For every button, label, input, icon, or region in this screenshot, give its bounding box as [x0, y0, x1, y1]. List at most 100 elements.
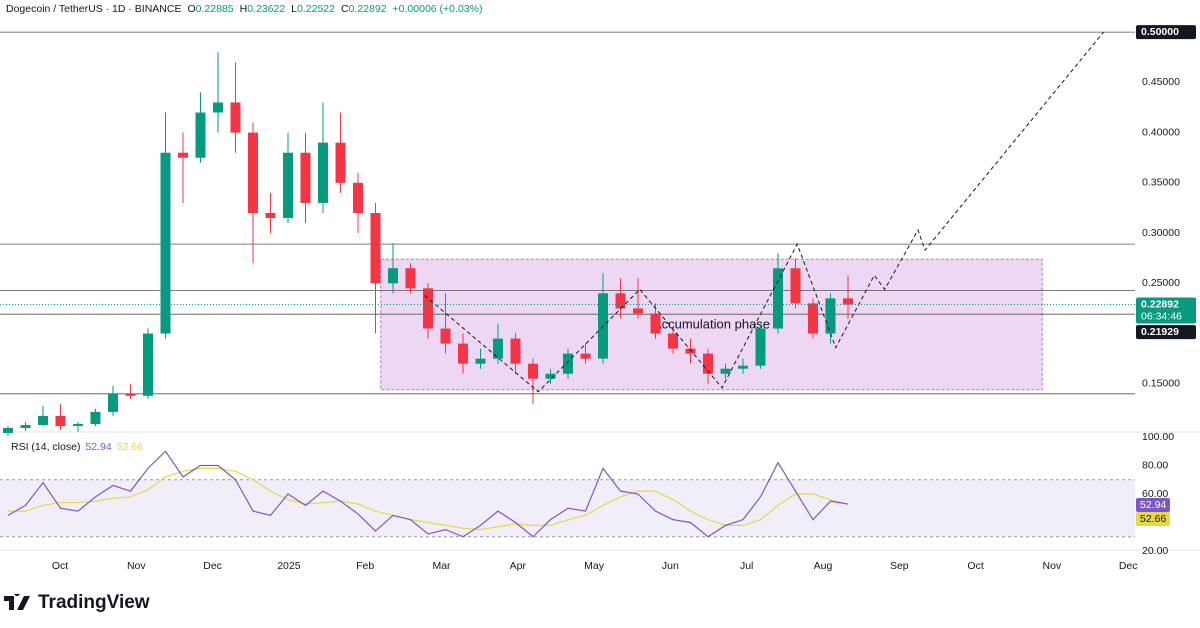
candle-body: [790, 268, 801, 304]
ohlc-label: H: [239, 3, 248, 15]
rsi-tick-label: 20.00: [1142, 545, 1168, 557]
y-tick-label: 0.15000: [1142, 378, 1180, 390]
candle-body: [3, 427, 13, 434]
candle-body: [335, 142, 346, 183]
last-price-bg: [1136, 297, 1196, 324]
candle-body: [405, 268, 416, 289]
level-label-bg: [1136, 25, 1196, 40]
x-tick-label: Dec: [1119, 560, 1138, 572]
candle-body: [440, 328, 451, 344]
candle-body: [475, 358, 486, 364]
candle-body: [143, 333, 153, 396]
candle-body: [615, 293, 626, 309]
ohlc-label: L: [291, 3, 298, 15]
ohlc-label: O: [187, 3, 196, 15]
level-label: 0.50000: [1141, 26, 1179, 38]
rsi-value-bg: [1136, 512, 1170, 526]
candle-body: [668, 333, 678, 349]
candle-body: [125, 393, 136, 396]
brand-logo: [4, 594, 30, 610]
candle-body: [825, 298, 836, 334]
ohlc-item: C0.22892: [341, 3, 387, 15]
candle-body: [248, 132, 258, 213]
candle-body: [510, 338, 521, 364]
rsi-line: [8, 467, 849, 531]
x-tick-label: Mar: [432, 560, 451, 572]
level-label: 0.21929: [1141, 326, 1179, 338]
candle-body: [685, 348, 696, 354]
rsi-tick-label: 60.00: [1142, 488, 1168, 500]
rsi-tick-label: 100.00: [1142, 431, 1174, 443]
symbol-header: Dogecoin / TetherUS · 1D · BINANCE O0.22…: [6, 3, 482, 15]
box-label: Accumulation phase: [653, 316, 770, 331]
candle-body: [650, 313, 661, 334]
x-tick-label: Aug: [814, 560, 833, 572]
ohlc-item: O0.22885: [187, 3, 233, 15]
ohlc-value: 0.22892: [348, 3, 387, 15]
level-label-bg: [1136, 325, 1196, 340]
x-tick-label: Oct: [967, 560, 983, 572]
candle-body: [38, 415, 48, 425]
candle-body: [213, 102, 223, 113]
ohlc-item: L0.22522: [291, 3, 335, 15]
rsi-legend-value: 52.66: [117, 441, 143, 453]
candle-body: [370, 212, 381, 284]
candle-body: [20, 424, 31, 428]
candle-body: [458, 343, 468, 364]
candle-body: [545, 373, 556, 379]
y-tick-label: 0.30000: [1142, 227, 1180, 239]
candle-body: [265, 212, 276, 219]
candle-body: [318, 142, 328, 203]
x-tick-label: Sep: [890, 560, 909, 572]
candle-body: [423, 288, 433, 329]
candle-body: [528, 363, 538, 379]
candle-body: [388, 268, 398, 284]
x-tick-label: Nov: [127, 560, 146, 572]
rsi-value-bg: [1136, 498, 1170, 512]
candle-body: [230, 102, 241, 133]
candle-body: [160, 152, 171, 334]
symbol: Dogecoin / TetherUS · 1D · BINANCE: [6, 3, 182, 15]
x-tick-label: Jun: [662, 560, 679, 572]
brand-name: TradingView: [38, 592, 150, 613]
candle-body: [178, 152, 188, 158]
x-tick-label: Oct: [52, 560, 68, 572]
candle-body: [90, 411, 101, 424]
candle-body: [633, 308, 643, 314]
y-tick-label: 0.45000: [1142, 76, 1180, 88]
candle-body: [703, 353, 713, 374]
last-price-label: 0.22892: [1141, 298, 1179, 310]
rsi-tick-label: 80.00: [1142, 459, 1168, 471]
candle-body: [300, 152, 311, 203]
candle-body: [55, 415, 66, 426]
ohlc-value: 0.22522: [297, 3, 335, 15]
brand: TradingView: [4, 592, 150, 614]
candle-body: [580, 353, 591, 359]
ohlc-value: 0.22885: [195, 3, 234, 15]
x-tick-label: Apr: [510, 560, 527, 572]
rsi-value-label: 52.66: [1140, 513, 1166, 525]
x-tick-label: May: [584, 560, 605, 572]
x-tick-label: Nov: [1043, 560, 1062, 572]
projection-path: [424, 31, 1104, 393]
candle-body: [108, 393, 118, 412]
ohlc-item: H0.23622: [240, 3, 286, 15]
candle-body: [353, 182, 363, 213]
change: +0.00006 (+0.03%): [392, 3, 483, 15]
rsi-line: [7, 450, 849, 538]
rsi-legend-value: 52.94: [85, 441, 111, 453]
candle-body: [195, 112, 206, 158]
ohlc-value: 0.23622: [247, 3, 286, 15]
x-tick-label: Jul: [740, 560, 753, 572]
candle-body: [808, 303, 818, 334]
rsi-title: RSI (14, close) 52.94 52.66: [11, 441, 143, 453]
countdown: 06:34:46: [1141, 310, 1182, 322]
candle-body: [773, 268, 783, 329]
candle-body: [755, 328, 766, 366]
x-tick-label: Dec: [203, 560, 222, 572]
ohlc-label: C: [340, 3, 349, 15]
y-tick-label: 0.25000: [1142, 277, 1180, 289]
candle-body: [283, 152, 293, 219]
